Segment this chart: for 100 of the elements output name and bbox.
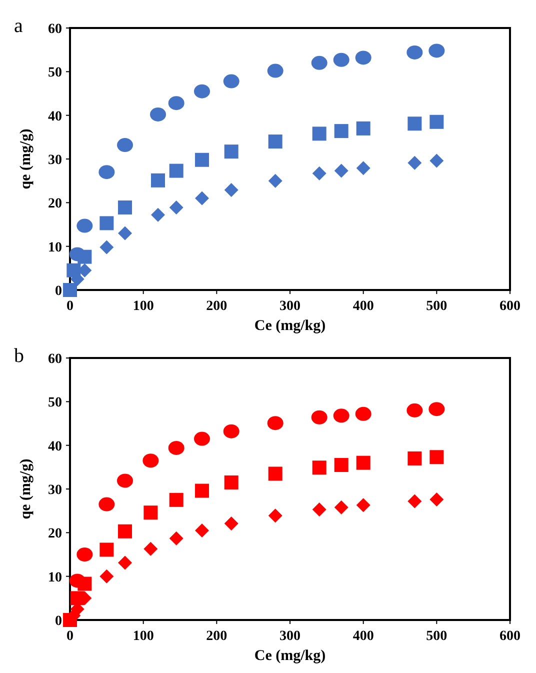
y-tick-label: 0 <box>55 284 62 299</box>
x-axis-title: Ce (mg/kg) <box>254 318 326 334</box>
y-tick-label: 0 <box>55 614 62 629</box>
point <box>312 166 326 180</box>
point <box>334 164 348 178</box>
point <box>356 161 370 176</box>
point <box>408 451 422 466</box>
y-tick-label: 40 <box>48 439 62 454</box>
point <box>430 154 444 168</box>
x-tick-label: 600 <box>500 299 520 314</box>
chart-title: b <box>14 345 24 367</box>
point <box>195 152 209 167</box>
point <box>63 283 77 297</box>
point <box>268 174 282 188</box>
x-tick-label: 400 <box>352 629 374 644</box>
point <box>142 454 159 468</box>
point <box>268 508 282 523</box>
point <box>408 156 422 170</box>
point <box>117 474 133 488</box>
point <box>312 502 326 517</box>
point <box>267 416 284 430</box>
point <box>118 556 132 570</box>
point <box>408 494 422 508</box>
y-tick-label: 50 <box>48 396 62 411</box>
x-tick-label: 300 <box>280 299 300 314</box>
y-tick-label: 60 <box>48 352 62 367</box>
chart-title: a <box>14 15 23 37</box>
y-tick-label: 30 <box>48 153 62 168</box>
point <box>333 408 350 423</box>
point <box>151 208 165 222</box>
y-tick-label: 10 <box>48 240 62 256</box>
y-axis-title: qe (mg/g) <box>18 128 34 190</box>
y-tick-label: 40 <box>48 109 62 124</box>
point <box>312 460 326 475</box>
point <box>144 506 158 520</box>
point <box>117 138 133 152</box>
y-tick-label: 30 <box>48 483 62 498</box>
point <box>406 403 423 418</box>
point <box>151 173 165 188</box>
x-tick-label: 0 <box>66 299 74 314</box>
x-tick-label: 400 <box>352 299 374 314</box>
point <box>195 484 209 498</box>
point <box>100 569 114 584</box>
x-tick-label: 600 <box>500 629 520 644</box>
point <box>333 52 350 67</box>
y-axis-title: qe (mg/g) <box>18 458 34 520</box>
x-tick-label: 300 <box>280 629 300 644</box>
point <box>118 226 132 240</box>
point <box>169 531 184 546</box>
point <box>100 216 114 230</box>
point <box>76 548 93 562</box>
point <box>267 64 284 78</box>
x-tick-label: 200 <box>206 629 228 644</box>
point <box>150 107 166 122</box>
point <box>194 432 210 446</box>
point <box>169 164 184 178</box>
y-tick-label: 20 <box>48 526 62 542</box>
point <box>224 144 238 159</box>
point <box>100 542 114 557</box>
point <box>334 458 348 472</box>
point <box>356 456 370 470</box>
point <box>194 84 210 98</box>
x-tick-label: 200 <box>206 299 228 314</box>
x-tick-label: 500 <box>426 299 448 314</box>
y-tick-label: 50 <box>48 66 62 81</box>
point <box>355 406 372 421</box>
point <box>355 50 372 65</box>
point <box>118 200 132 214</box>
point <box>224 183 238 198</box>
point <box>311 56 328 70</box>
x-axis-title: Ce (mg/kg) <box>254 648 326 664</box>
point <box>98 497 115 512</box>
point <box>312 126 326 141</box>
point <box>428 402 445 416</box>
point <box>168 440 184 455</box>
point <box>334 500 348 514</box>
point <box>430 114 444 129</box>
x-tick-label: 100 <box>132 299 154 314</box>
point <box>195 191 209 206</box>
point <box>169 492 184 507</box>
point <box>334 124 348 138</box>
point <box>98 165 115 180</box>
x-tick-label: 0 <box>66 629 74 644</box>
point <box>406 45 423 60</box>
point <box>356 498 370 512</box>
x-tick-label: 500 <box>426 629 448 644</box>
point <box>428 44 445 58</box>
point <box>168 96 184 110</box>
point <box>311 410 328 424</box>
point <box>78 250 92 264</box>
point <box>144 542 158 556</box>
point <box>118 524 132 538</box>
point <box>78 576 92 591</box>
point <box>195 523 209 538</box>
point <box>223 74 240 88</box>
point <box>76 218 93 233</box>
point <box>268 134 282 149</box>
y-tick-label: 60 <box>48 22 62 37</box>
point <box>430 450 444 464</box>
point <box>356 121 370 136</box>
